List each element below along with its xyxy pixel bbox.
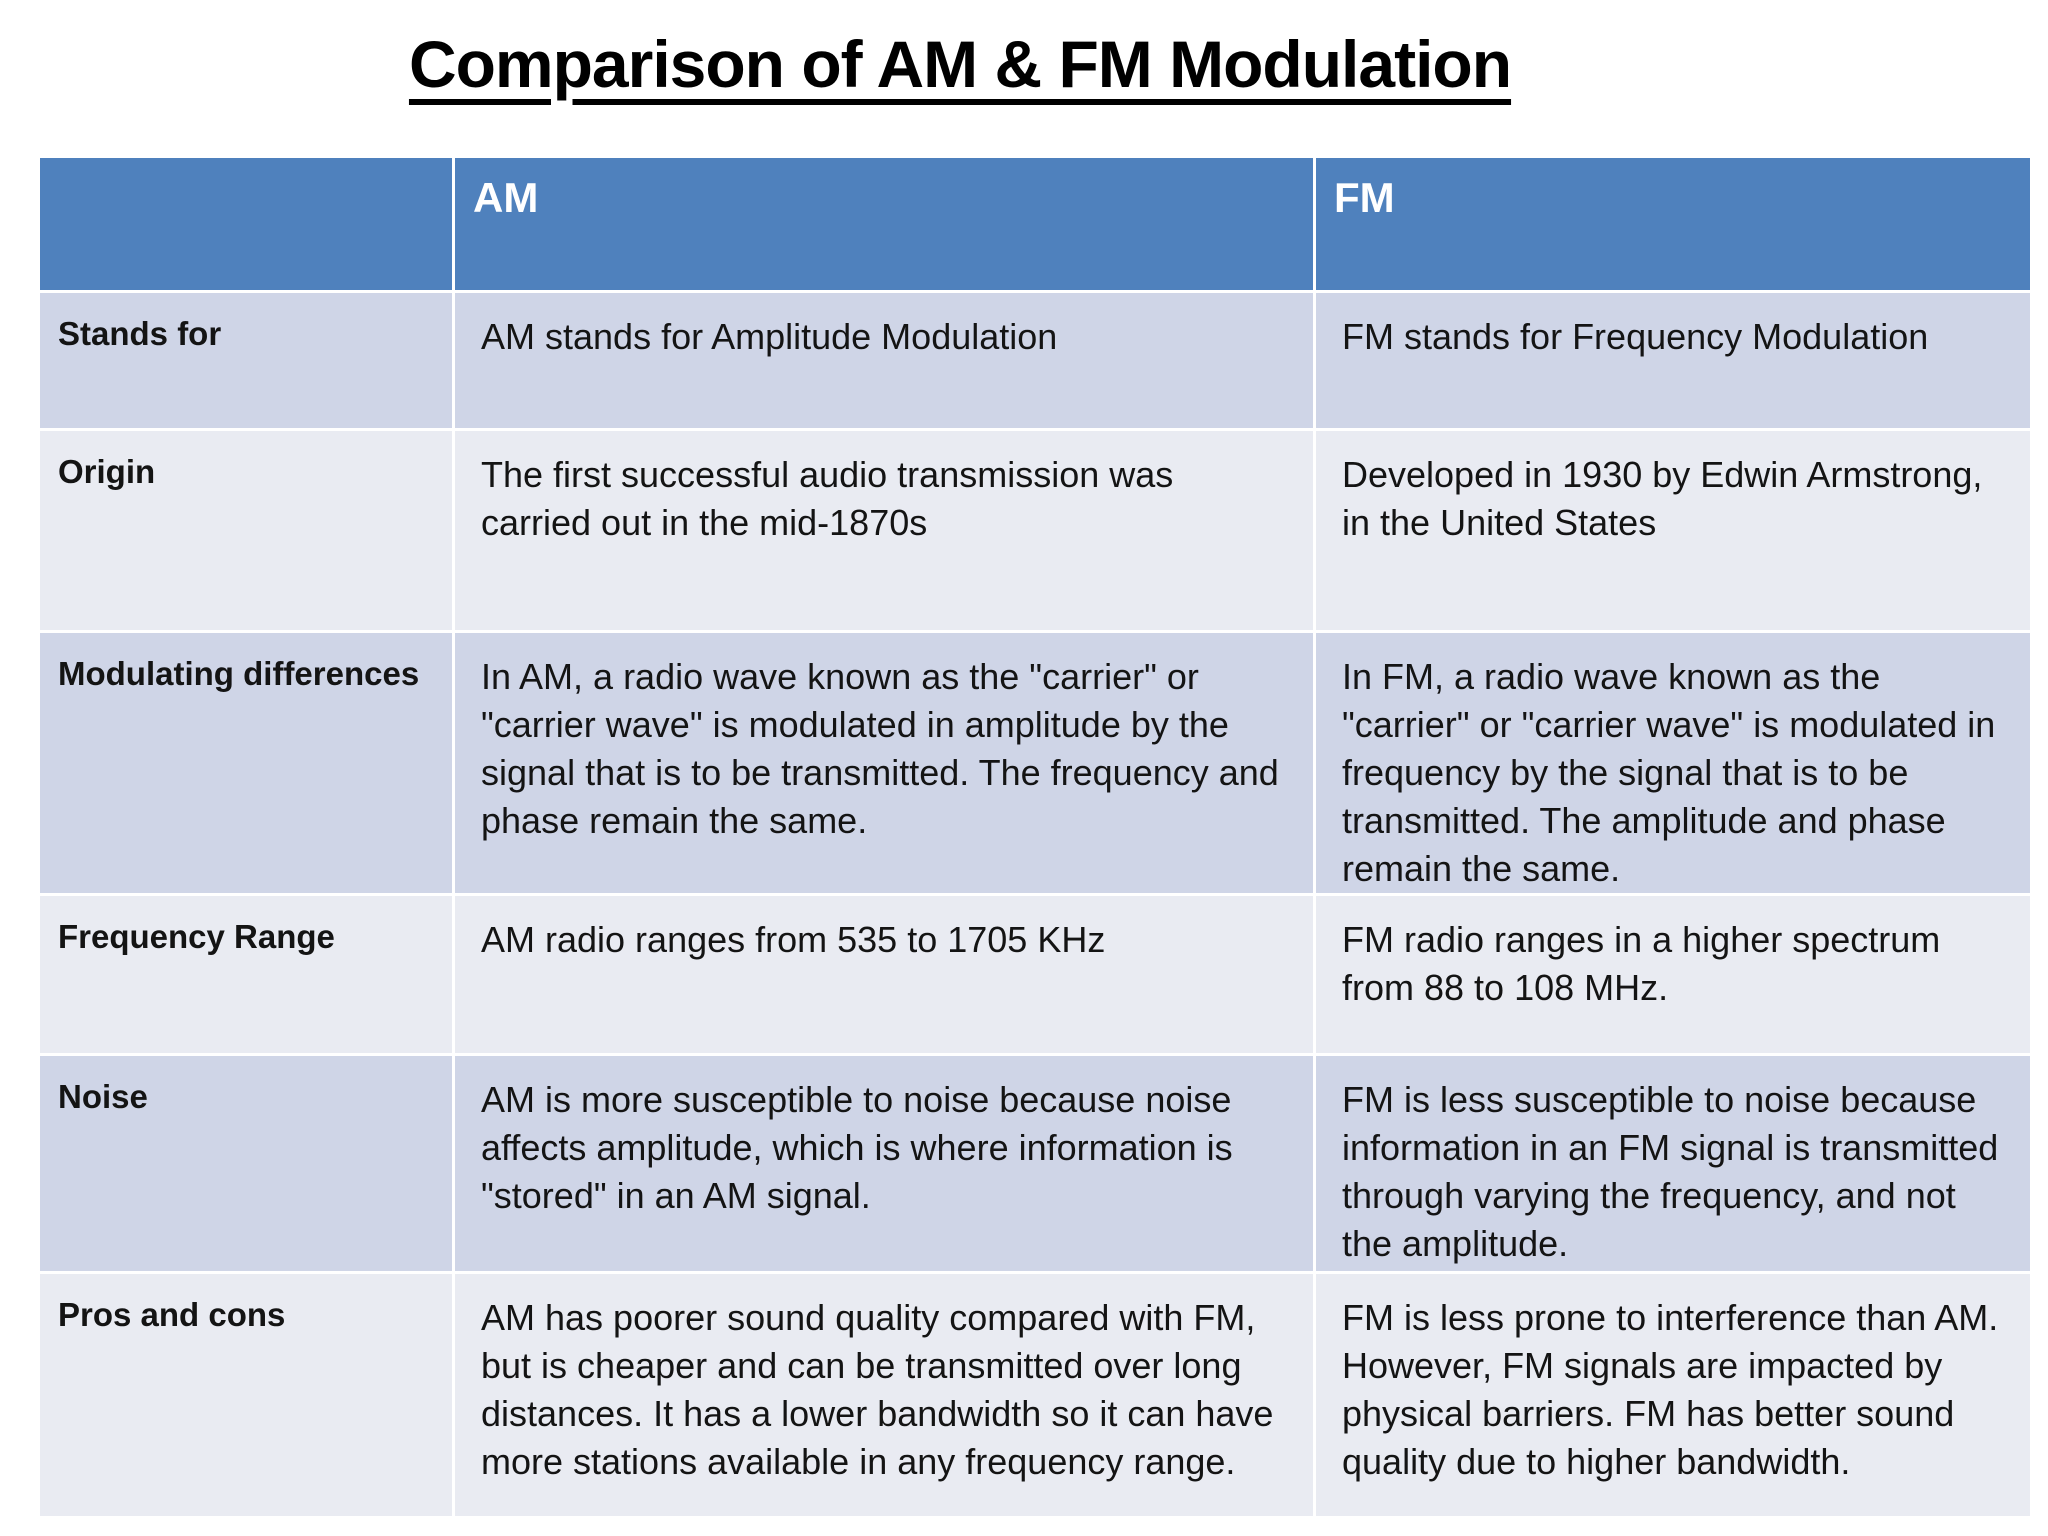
header-cell-blank (37, 155, 455, 293)
cell-fm: FM radio ranges in a higher spectrum fro… (1313, 893, 2033, 1056)
comparison-table: AM FM Stands for AM stands for Amplitude… (37, 155, 2033, 1519)
cell-am: In AM, a radio wave known as the "carrie… (452, 630, 1316, 896)
table-row: Modulating differences In AM, a radio wa… (37, 630, 2033, 896)
table-row: Noise AM is more susceptible to noise be… (37, 1053, 2033, 1274)
cell-am: AM is more susceptible to noise because … (452, 1053, 1316, 1274)
row-label: Frequency Range (37, 893, 455, 1056)
row-label: Pros and cons (37, 1271, 455, 1519)
row-label: Modulating differences (37, 630, 455, 896)
row-label: Origin (37, 428, 455, 633)
cell-am: AM has poorer sound quality compared wit… (452, 1271, 1316, 1519)
title-container: Comparison of AM & FM Modulation (0, 26, 1920, 102)
row-label: Noise (37, 1053, 455, 1274)
header-cell-fm: FM (1313, 155, 2033, 293)
cell-fm: In FM, a radio wave known as the "carrie… (1313, 630, 2033, 896)
cell-fm: FM stands for Frequency Modulation (1313, 290, 2033, 431)
cell-fm: Developed in 1930 by Edwin Armstrong, in… (1313, 428, 2033, 633)
cell-fm: FM is less susceptible to noise because … (1313, 1053, 2033, 1274)
cell-am: The first successful audio transmission … (452, 428, 1316, 633)
cell-fm: FM is less prone to interference than AM… (1313, 1271, 2033, 1519)
page-title: Comparison of AM & FM Modulation (408, 27, 1512, 101)
cell-am: AM stands for Amplitude Modulation (452, 290, 1316, 431)
row-label: Stands for (37, 290, 455, 431)
table-row: Pros and cons AM has poorer sound qualit… (37, 1271, 2033, 1519)
header-cell-am: AM (452, 155, 1316, 293)
cell-am: AM radio ranges from 535 to 1705 KHz (452, 893, 1316, 1056)
table-row: Stands for AM stands for Amplitude Modul… (37, 290, 2033, 431)
table-header-row: AM FM (37, 155, 2033, 293)
table-row: Origin The first successful audio transm… (37, 428, 2033, 633)
table-row: Frequency Range AM radio ranges from 535… (37, 893, 2033, 1056)
